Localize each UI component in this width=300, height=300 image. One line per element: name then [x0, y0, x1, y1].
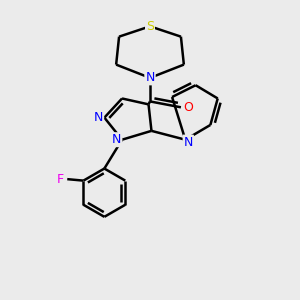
Text: N: N	[145, 71, 155, 84]
Text: F: F	[57, 172, 64, 186]
Text: S: S	[146, 20, 154, 33]
Text: N: N	[112, 133, 122, 146]
Text: N: N	[94, 111, 103, 124]
Text: N: N	[184, 136, 193, 148]
Text: O: O	[183, 101, 193, 114]
